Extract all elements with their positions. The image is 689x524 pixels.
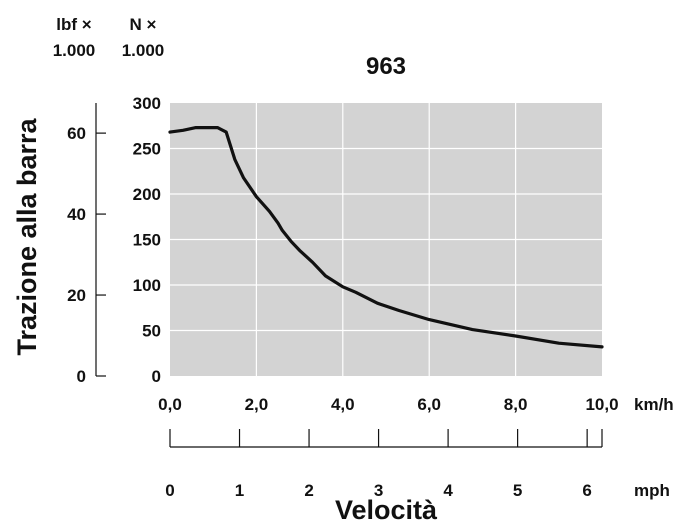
- x-unit-mph-label: mph: [634, 481, 670, 500]
- y-tick-label-lbf: 0: [77, 367, 86, 386]
- grid-lines: [170, 103, 602, 376]
- x-tick-label-kmh: 4,0: [331, 395, 355, 414]
- y-tick-label-lbf: 60: [67, 124, 86, 143]
- chart-title: 963: [366, 53, 406, 80]
- y-tick-label-lbf: 40: [67, 205, 86, 224]
- y-unit-n-label: N ×: [130, 15, 157, 34]
- x-tick-label-kmh: 0,0: [158, 395, 182, 414]
- y-unit-lbf-label: lbf ×: [56, 15, 91, 34]
- x-tick-label-kmh: 6,0: [417, 395, 441, 414]
- y-tick-label-n: 150: [133, 231, 161, 250]
- x-tick-label-mph: 2: [304, 481, 313, 500]
- x-tick-label-kmh: 8,0: [504, 395, 528, 414]
- x-tick-label-mph: 4: [443, 481, 453, 500]
- y-tick-label-n: 300: [133, 94, 161, 113]
- n-axis-ticks: 0 50 100 150 200 250 300: [133, 94, 161, 386]
- lbf-axis: 0 20 40 60: [67, 103, 106, 386]
- y-tick-label-n: 250: [133, 140, 161, 159]
- y-tick-label-n: 200: [133, 185, 161, 204]
- y-axis-title: Trazione alla barra: [12, 117, 42, 355]
- y-scale-lbf-label: 1.000: [53, 41, 96, 60]
- x-tick-label-mph: 0: [165, 481, 174, 500]
- y-tick-label-n: 100: [133, 276, 161, 295]
- x-tick-label-kmh: 10,0: [585, 395, 618, 414]
- mph-axis: 0 1 2 3 4 5 6: [165, 429, 603, 500]
- x-tick-label-mph: 5: [513, 481, 522, 500]
- y-tick-label-lbf: 20: [67, 286, 86, 305]
- x-tick-label-mph: 3: [374, 481, 383, 500]
- series-group: [168, 125, 604, 349]
- y-tick-label-n: 0: [152, 367, 161, 386]
- x-tick-label-mph: 1: [235, 481, 244, 500]
- x-unit-kmh-label: km/h: [634, 395, 674, 414]
- x-axis-title: Velocità: [335, 495, 438, 524]
- drawbar-pull-line: [168, 125, 604, 349]
- kmh-axis-ticks: 0,0 2,0 4,0 6,0 8,0 10,0: [158, 395, 618, 414]
- x-tick-label-mph: 6: [582, 481, 591, 500]
- x-tick-label-kmh: 2,0: [245, 395, 269, 414]
- y-scale-n-label: 1.000: [122, 41, 165, 60]
- y-tick-label-n: 50: [142, 322, 161, 341]
